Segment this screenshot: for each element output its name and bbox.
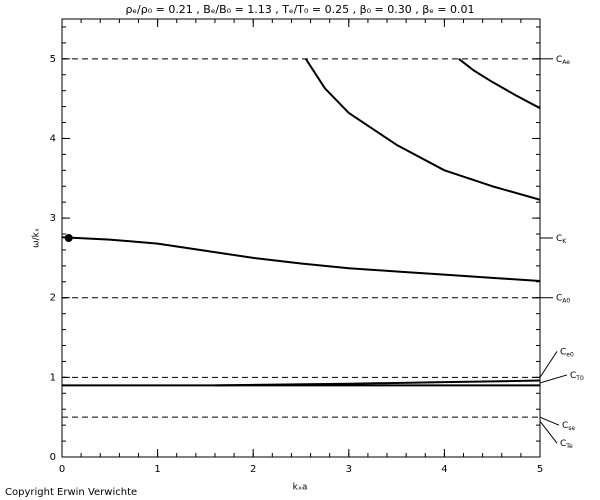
reference-label-main: C — [562, 421, 568, 431]
curve — [61, 236, 541, 283]
y-tick-label: 0 — [50, 452, 56, 463]
reference-label-main: C — [560, 439, 566, 449]
curve — [458, 58, 541, 110]
point — [64, 234, 73, 242]
reference-label-main: C — [570, 370, 576, 380]
label-pointer — [539, 416, 560, 426]
reference-label-main: C — [556, 234, 562, 244]
reference-label: CAe — [556, 54, 570, 65]
reference-label-sub: K — [562, 238, 567, 245]
y-tick-label: 4 — [50, 133, 56, 144]
x-tick-label: 4 — [441, 464, 447, 475]
y-tick-label: 3 — [50, 213, 56, 224]
reference-label-sub: A0 — [562, 297, 570, 304]
y-tick-label: 5 — [50, 54, 56, 65]
footer: Copyright Erwin Verwichte — [5, 487, 137, 498]
reference-label-sub: se — [568, 425, 575, 432]
curve — [304, 58, 541, 201]
label-pointer — [539, 351, 558, 378]
reference-label-main: C — [556, 293, 562, 303]
reference-label: Cse — [562, 421, 575, 432]
plot-frame — [61, 18, 541, 458]
reference-label: CA0 — [556, 293, 570, 304]
label-pointer — [539, 374, 568, 384]
curve — [214, 379, 541, 387]
x-tick-label: 0 — [59, 464, 65, 475]
x-axis-label: kₓa — [293, 483, 308, 493]
x-tick-label: 1 — [154, 464, 160, 475]
reference-label-sub: Ae — [562, 58, 570, 65]
reference-label-sub: e0 — [566, 351, 574, 358]
reference-label-main: C — [560, 347, 566, 357]
x-tick-label: 3 — [346, 464, 352, 475]
chart-title: ρₑ/ρ₀ = 0.21 , Bₑ/B₀ = 1.13 , Tₑ/T₀ = 0.… — [125, 3, 474, 16]
reference-label-sub: T0 — [575, 374, 584, 381]
label-pointer — [539, 420, 558, 444]
y-axis-label: ω/kₓ — [32, 228, 42, 248]
reference-label-sub: Te — [565, 443, 573, 450]
y-tick-label: 2 — [50, 293, 56, 304]
x-tick-label: 2 — [250, 464, 256, 475]
reference-label: CTe — [560, 439, 573, 450]
reference-label: CK — [556, 234, 567, 245]
reference-label: CT0 — [570, 370, 584, 381]
x-tick-label: 5 — [537, 464, 543, 475]
reference-label-main: C — [556, 54, 562, 64]
y-tick-label: 1 — [50, 372, 56, 383]
reference-label: Ce0 — [560, 347, 574, 358]
